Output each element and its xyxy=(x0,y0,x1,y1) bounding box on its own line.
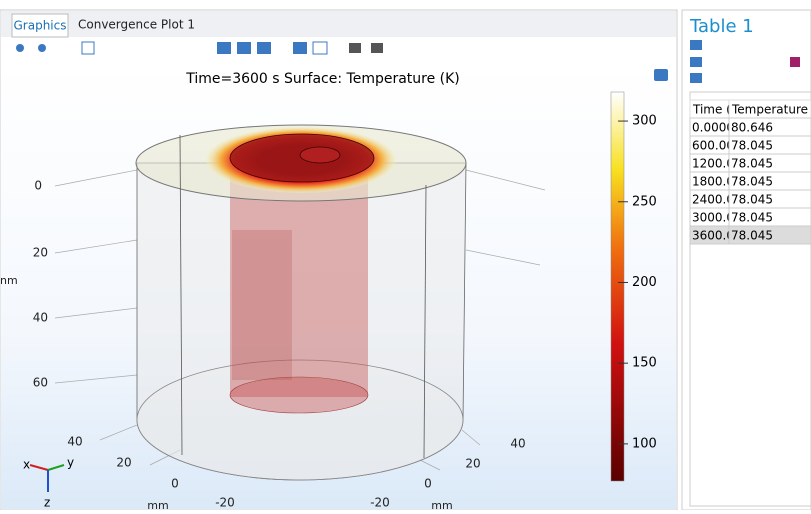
colorbar-tick-label: 250 xyxy=(632,194,657,209)
cell-text: 78.045 xyxy=(731,157,773,171)
colorbar-tick-label: 100 xyxy=(632,436,657,451)
axis-tick-label: -20 xyxy=(370,496,390,510)
cell-text: 78.045 xyxy=(731,139,773,153)
axis-unit: mm xyxy=(431,499,452,510)
cell-text: 3000.0 xyxy=(692,211,734,225)
cell-text: 78.045 xyxy=(731,193,773,207)
screenshot-button[interactable] xyxy=(349,43,361,53)
cell-text: 3600.0 xyxy=(692,229,734,243)
axis-tick-label: 0 xyxy=(424,477,432,491)
colorbar xyxy=(611,92,624,481)
tab[interactable]: Graphics xyxy=(14,19,67,33)
view-button[interactable] xyxy=(237,42,251,54)
page: Graphics Convergence Plot 1 Time=3600 s … xyxy=(0,0,811,510)
zoom-in[interactable] xyxy=(16,44,24,52)
axis-tick-label: 60 xyxy=(33,376,48,390)
colorbar-tick-label: 150 xyxy=(632,356,657,371)
axis-tick-label: 20 xyxy=(33,246,48,260)
axis-tick-label: 40 xyxy=(67,435,82,449)
tab[interactable]: Convergence Plot 1 xyxy=(78,18,195,32)
tool-button[interactable] xyxy=(690,40,702,50)
cell-text: 1200.0 xyxy=(692,157,734,171)
triad-label: y xyxy=(67,456,74,470)
cell-text: 78.045 xyxy=(731,211,773,225)
view-button[interactable] xyxy=(217,42,231,54)
cell-text: 1800.0 xyxy=(692,175,734,189)
tool-button[interactable] xyxy=(690,73,702,83)
tool-button[interactable] xyxy=(790,57,800,67)
tool-button[interactable] xyxy=(690,57,702,67)
cell-text: 78.045 xyxy=(731,229,773,243)
zoom-out[interactable] xyxy=(38,44,46,52)
axis-tick-label: -20 xyxy=(215,496,235,510)
axis-tick-label: 0 xyxy=(34,179,42,193)
axis-unit: nm xyxy=(0,274,18,287)
triad-label: z xyxy=(44,496,50,510)
table-title: Table 1 xyxy=(689,16,754,37)
axis-tick-label: 0 xyxy=(171,477,179,491)
colorbar-tick-label: 300 xyxy=(632,114,657,129)
colorbar-toggle[interactable] xyxy=(654,69,668,81)
screen: Graphics Convergence Plot 1 Time=3600 s … xyxy=(0,0,811,510)
view-button[interactable] xyxy=(293,42,307,54)
view-button[interactable] xyxy=(257,42,271,54)
axis-tick-label: 20 xyxy=(465,457,480,471)
header-cell-text: Temperature (K) xyxy=(731,103,811,117)
cell-text: 600.00 xyxy=(692,139,734,153)
colorbar-tick-label: 200 xyxy=(632,275,657,290)
axis-tick-label: 40 xyxy=(510,437,525,451)
geometry xyxy=(136,125,466,480)
cell-text: 80.646 xyxy=(731,121,773,135)
cell-text: 0.0000 xyxy=(692,121,734,135)
plot-title: Time=3600 s Surface: Temperature (K) xyxy=(185,71,460,87)
print-button[interactable] xyxy=(371,43,383,53)
axis-tick-label: 40 xyxy=(33,311,48,325)
cell-text: 2400.0 xyxy=(692,193,734,207)
cell-text: 78.045 xyxy=(731,175,773,189)
axis-tick-label: 20 xyxy=(116,456,131,470)
axis-unit: mm xyxy=(147,499,168,510)
triad-label: x xyxy=(23,458,30,472)
